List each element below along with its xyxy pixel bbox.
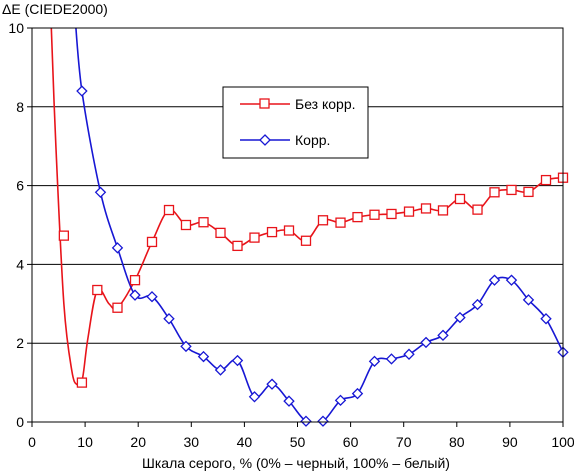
series-1-point-6	[180, 340, 192, 353]
series-0-point-26	[506, 184, 517, 196]
y-tick-label-2: 2	[16, 335, 24, 351]
series-1-point-26	[522, 294, 535, 306]
series-0-point-15	[317, 215, 329, 226]
series-1-point-12	[283, 395, 295, 407]
series-1-point-11	[266, 378, 278, 390]
series-0-point-20	[403, 206, 415, 217]
series-1-point-19	[403, 348, 415, 360]
series-1-point-21	[437, 329, 449, 342]
series-1-point-9	[231, 354, 244, 367]
series-0-point-5	[146, 236, 158, 248]
series-0-point-16	[335, 217, 346, 228]
series-0-point-6	[163, 204, 175, 216]
series-1-point-16	[351, 387, 364, 400]
series-1-point-27	[540, 313, 552, 325]
x-tick-label-20: 20	[130, 434, 146, 450]
series-1-point-7	[197, 350, 210, 363]
series-0-point-14	[300, 235, 312, 246]
series-1-point-24	[488, 274, 501, 286]
series-1-point-20	[420, 336, 432, 349]
series-0-point-19	[386, 208, 397, 220]
series-0-point-11	[249, 232, 260, 243]
x-tick-label-40: 40	[237, 434, 253, 450]
ticks: 0 10 20 30 40 50 60 70 80 90 100 0 2 4 6 8 10	[8, 20, 574, 450]
series-1-point-23	[471, 298, 484, 311]
series-0-point-25	[489, 187, 500, 198]
y-axis-label: ΔE (CIEDE2000)	[2, 1, 108, 17]
series-1-point-10	[248, 391, 261, 403]
x-tick-label-30: 30	[184, 434, 200, 450]
series-1-point-5	[163, 313, 175, 325]
series-1-point-18	[385, 353, 398, 365]
series-1-point-14	[317, 415, 329, 427]
legend-label-1: Корр.	[295, 132, 330, 148]
x-tick-label-60: 60	[343, 434, 359, 450]
series-0-point-9	[215, 227, 226, 239]
series-0-point-4	[129, 275, 141, 286]
legend-label-0: Без корр.	[295, 96, 356, 112]
series-0-point-24	[472, 204, 483, 215]
series-0-point-10	[232, 240, 243, 252]
series-0-point-13	[283, 225, 295, 236]
series-1-point-1	[94, 186, 107, 199]
series-1-point-3	[129, 289, 141, 301]
y-tick-label-0: 0	[16, 414, 24, 430]
series-0-point-7	[180, 219, 192, 231]
series-0-point-12	[266, 226, 278, 238]
series-1-point-15	[334, 394, 347, 407]
x-tick-label-0: 0	[28, 434, 36, 450]
x-tick-label-100: 100	[551, 434, 574, 450]
series-0-point-21	[420, 203, 432, 214]
series-1-point-8	[214, 364, 227, 376]
series-0-point-3	[112, 302, 123, 313]
x-tick-label-50: 50	[290, 434, 306, 450]
series-0-point-0	[58, 230, 70, 241]
series-0-point-22	[437, 205, 449, 216]
series-0-point-17	[352, 211, 363, 223]
markers-layer	[58, 85, 569, 427]
x-tick-label-80: 80	[449, 434, 465, 450]
series-1-point-13	[300, 415, 312, 427]
series-0-point-18	[369, 209, 380, 220]
x-tick-label-90: 90	[502, 434, 518, 450]
series-1-point-22	[454, 311, 466, 324]
series-0-point-8	[198, 217, 209, 228]
x-tick-label-70: 70	[396, 434, 412, 450]
series-0-point-27	[523, 186, 534, 198]
series-0-point-1	[76, 377, 88, 388]
series-1-point-17	[368, 355, 381, 368]
series-0-point-2	[92, 284, 103, 296]
series-1-point-25	[505, 274, 518, 286]
legend: Без корр. Корр.	[222, 86, 369, 159]
y-tick-label-10: 10	[8, 20, 24, 36]
x-tick-label-10: 10	[77, 434, 93, 450]
series-0-point-23	[454, 193, 466, 205]
series-1-point-0	[76, 85, 88, 97]
y-tick-label-6: 6	[16, 178, 24, 194]
legend-marker-0	[259, 98, 270, 109]
legend-marker-1	[259, 134, 271, 146]
series-1-point-2	[111, 242, 124, 254]
y-tick-label-4: 4	[16, 256, 24, 272]
y-tick-label-8: 8	[16, 99, 24, 115]
legend-box	[222, 86, 369, 159]
series-0-point-28	[540, 174, 552, 186]
x-axis-label: Шкала серого, % (0% – черный, 100% – бел…	[142, 455, 450, 471]
series-1-point-4	[146, 290, 158, 303]
